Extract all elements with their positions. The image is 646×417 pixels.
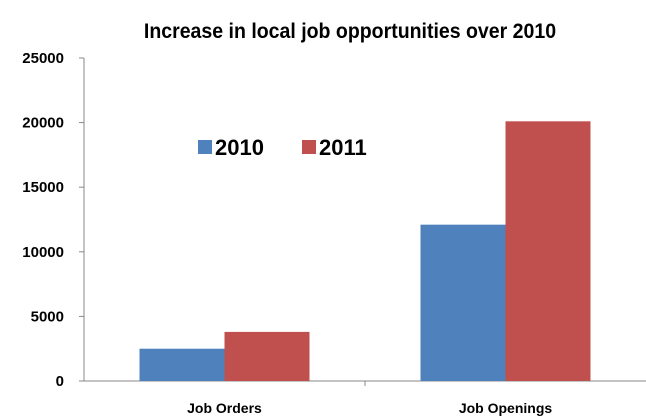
y-tick-label: 0 bbox=[56, 373, 64, 390]
x-tick-label: Job Openings bbox=[459, 400, 553, 416]
y-tick-label: 25000 bbox=[22, 50, 64, 67]
bars bbox=[139, 121, 591, 382]
bar-2010-job-orders bbox=[139, 348, 225, 381]
y-tick-label: 15000 bbox=[22, 179, 64, 196]
legend: 2010 2011 bbox=[198, 135, 367, 160]
legend-label-2011: 2011 bbox=[319, 135, 367, 160]
y-tick-label: 10000 bbox=[22, 244, 64, 261]
chart-title: Increase in local job opportunities over… bbox=[144, 20, 556, 43]
legend-swatch-2011 bbox=[302, 140, 316, 154]
legend-label-2010: 2010 bbox=[215, 135, 264, 160]
y-axis-ticks: 0 5000 10000 15000 20000 25000 bbox=[22, 50, 84, 390]
bar-2010-job-openings bbox=[420, 224, 506, 381]
legend-swatch-2010 bbox=[198, 140, 212, 154]
y-tick-label: 20000 bbox=[22, 115, 64, 132]
y-tick-label: 5000 bbox=[31, 308, 64, 325]
x-axis-ticks: Job Orders Job Openings bbox=[187, 381, 552, 416]
bar-2011-job-openings bbox=[505, 121, 591, 382]
bar-2011-job-orders bbox=[224, 331, 310, 381]
x-tick-label: Job Orders bbox=[187, 400, 262, 416]
